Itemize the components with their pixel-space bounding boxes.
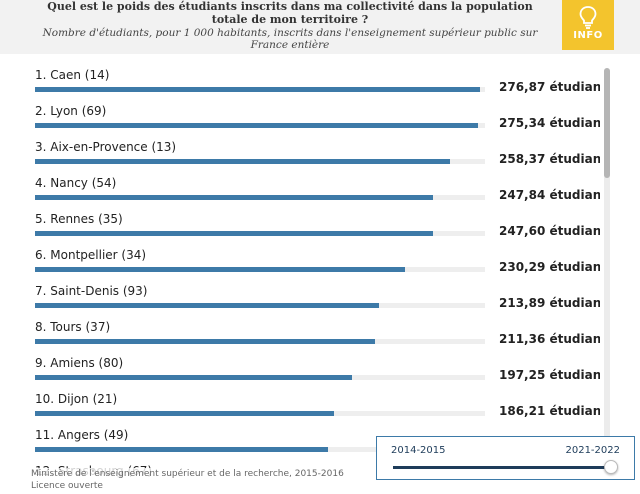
bar[interactable] <box>35 123 478 128</box>
bar-track <box>35 159 485 164</box>
bar-row[interactable]: 4. Nancy (54) 247,84 étudiants <box>0 168 600 204</box>
bar-label: 10. Dijon (21) <box>35 392 118 406</box>
bar-row[interactable]: 11. Angers (49) <box>0 420 600 456</box>
bar-value-label: 197,25 étudiants <box>499 368 600 382</box>
bar-row[interactable]: 1. Caen (14) 276,87 étudiants <box>0 60 600 96</box>
info-button[interactable]: INFO <box>562 0 614 50</box>
bar[interactable] <box>35 87 480 92</box>
chart-title: Quel est le poids des étudiants inscrits… <box>47 0 533 26</box>
bar-value-label: 247,84 étudiants <box>499 188 600 202</box>
timeline-start-label: 2014-2015 <box>391 445 446 456</box>
bar-row[interactable]: 5. Rennes (35) 247,60 étudiants <box>0 204 600 240</box>
bar-track <box>35 303 485 308</box>
bar[interactable] <box>35 195 433 200</box>
bar-row[interactable]: 6. Montpellier (34) 230,29 étudiants <box>0 240 600 276</box>
info-label: INFO <box>573 30 603 41</box>
timeline-track[interactable] <box>393 466 611 469</box>
bar-row[interactable]: 2. Lyon (69) 275,34 étudiants <box>0 96 600 132</box>
license-text: Licence ouverte <box>31 481 103 491</box>
bar-label: 9. Amiens (80) <box>35 356 124 370</box>
bar-track <box>35 411 485 416</box>
bar-track <box>35 375 485 380</box>
chart-header: Quel est le poids des étudiants inscrits… <box>0 0 640 54</box>
bar-label: 1. Caen (14) <box>35 68 110 82</box>
bar-label: 3. Aix-en-Provence (13) <box>35 140 177 154</box>
bar-row[interactable]: 10. Dijon (21) 186,21 étudiants <box>0 384 600 420</box>
timeline-handle[interactable] <box>604 460 618 474</box>
bar-value-label: 275,34 étudiants <box>499 116 600 130</box>
bar-track <box>35 87 485 92</box>
bar-value-label: 230,29 étudiants <box>499 260 600 274</box>
chart-subtitle: Nombre d'étudiants, pour 1 000 habitants… <box>42 27 538 51</box>
scrollbar-thumb[interactable] <box>604 68 610 178</box>
timeline-end-label: 2021-2022 <box>565 445 620 456</box>
lightbulb-icon <box>579 6 597 29</box>
bar-value-label: 258,37 étudiants <box>499 152 600 166</box>
bar-row[interactable]: 3. Aix-en-Provence (13) 258,37 étudiants <box>0 132 600 168</box>
bar-label: 8. Tours (37) <box>35 320 111 334</box>
bar-track <box>35 339 485 344</box>
bar-track <box>35 447 485 452</box>
bar-label: 5. Rennes (35) <box>35 212 123 226</box>
bar[interactable] <box>35 159 450 164</box>
bar-track <box>35 267 485 272</box>
bar-value-label: 186,21 étudiants <box>499 404 600 418</box>
timeline-slider[interactable]: 2014-2015 2021-2022 <box>376 436 635 480</box>
bar-value-label: 211,36 étudiants <box>499 332 600 346</box>
bar-label: 7. Saint-Denis (93) <box>35 284 148 298</box>
bar[interactable] <box>35 339 375 344</box>
bar[interactable] <box>35 267 405 272</box>
bar-value-label: 213,89 étudiants <box>499 296 600 310</box>
bar[interactable] <box>35 411 334 416</box>
source-text: Ministère de l'enseignement supérieur et… <box>31 469 344 479</box>
bar-track <box>35 123 485 128</box>
bar-label: 11. Angers (49) <box>35 428 129 442</box>
source-note: Ministère de l'enseignement supérieur et… <box>31 468 344 492</box>
bar[interactable] <box>35 231 433 236</box>
bar[interactable] <box>35 375 352 380</box>
bar-row[interactable]: 7. Saint-Denis (93) 213,89 étudiants <box>0 276 600 312</box>
bar-value-label: 247,60 étudiants <box>499 224 600 238</box>
bar-track <box>35 231 485 236</box>
scrollbar[interactable] <box>604 68 610 480</box>
bar[interactable] <box>35 447 328 452</box>
bar[interactable] <box>35 303 379 308</box>
bar-label: 4. Nancy (54) <box>35 176 117 190</box>
bar-label: 6. Montpellier (34) <box>35 248 147 262</box>
bar-label: 2. Lyon (69) <box>35 104 107 118</box>
bar-track <box>35 195 485 200</box>
bar-row[interactable]: 9. Amiens (80) 197,25 étudiants <box>0 348 600 384</box>
bar-row[interactable]: 8. Tours (37) 211,36 étudiants <box>0 312 600 348</box>
bar-list[interactable]: 1. Caen (14) 276,87 étudiants 2. Lyon (69)… <box>0 60 600 480</box>
bar-value-label: 276,87 étudiants <box>499 80 600 94</box>
